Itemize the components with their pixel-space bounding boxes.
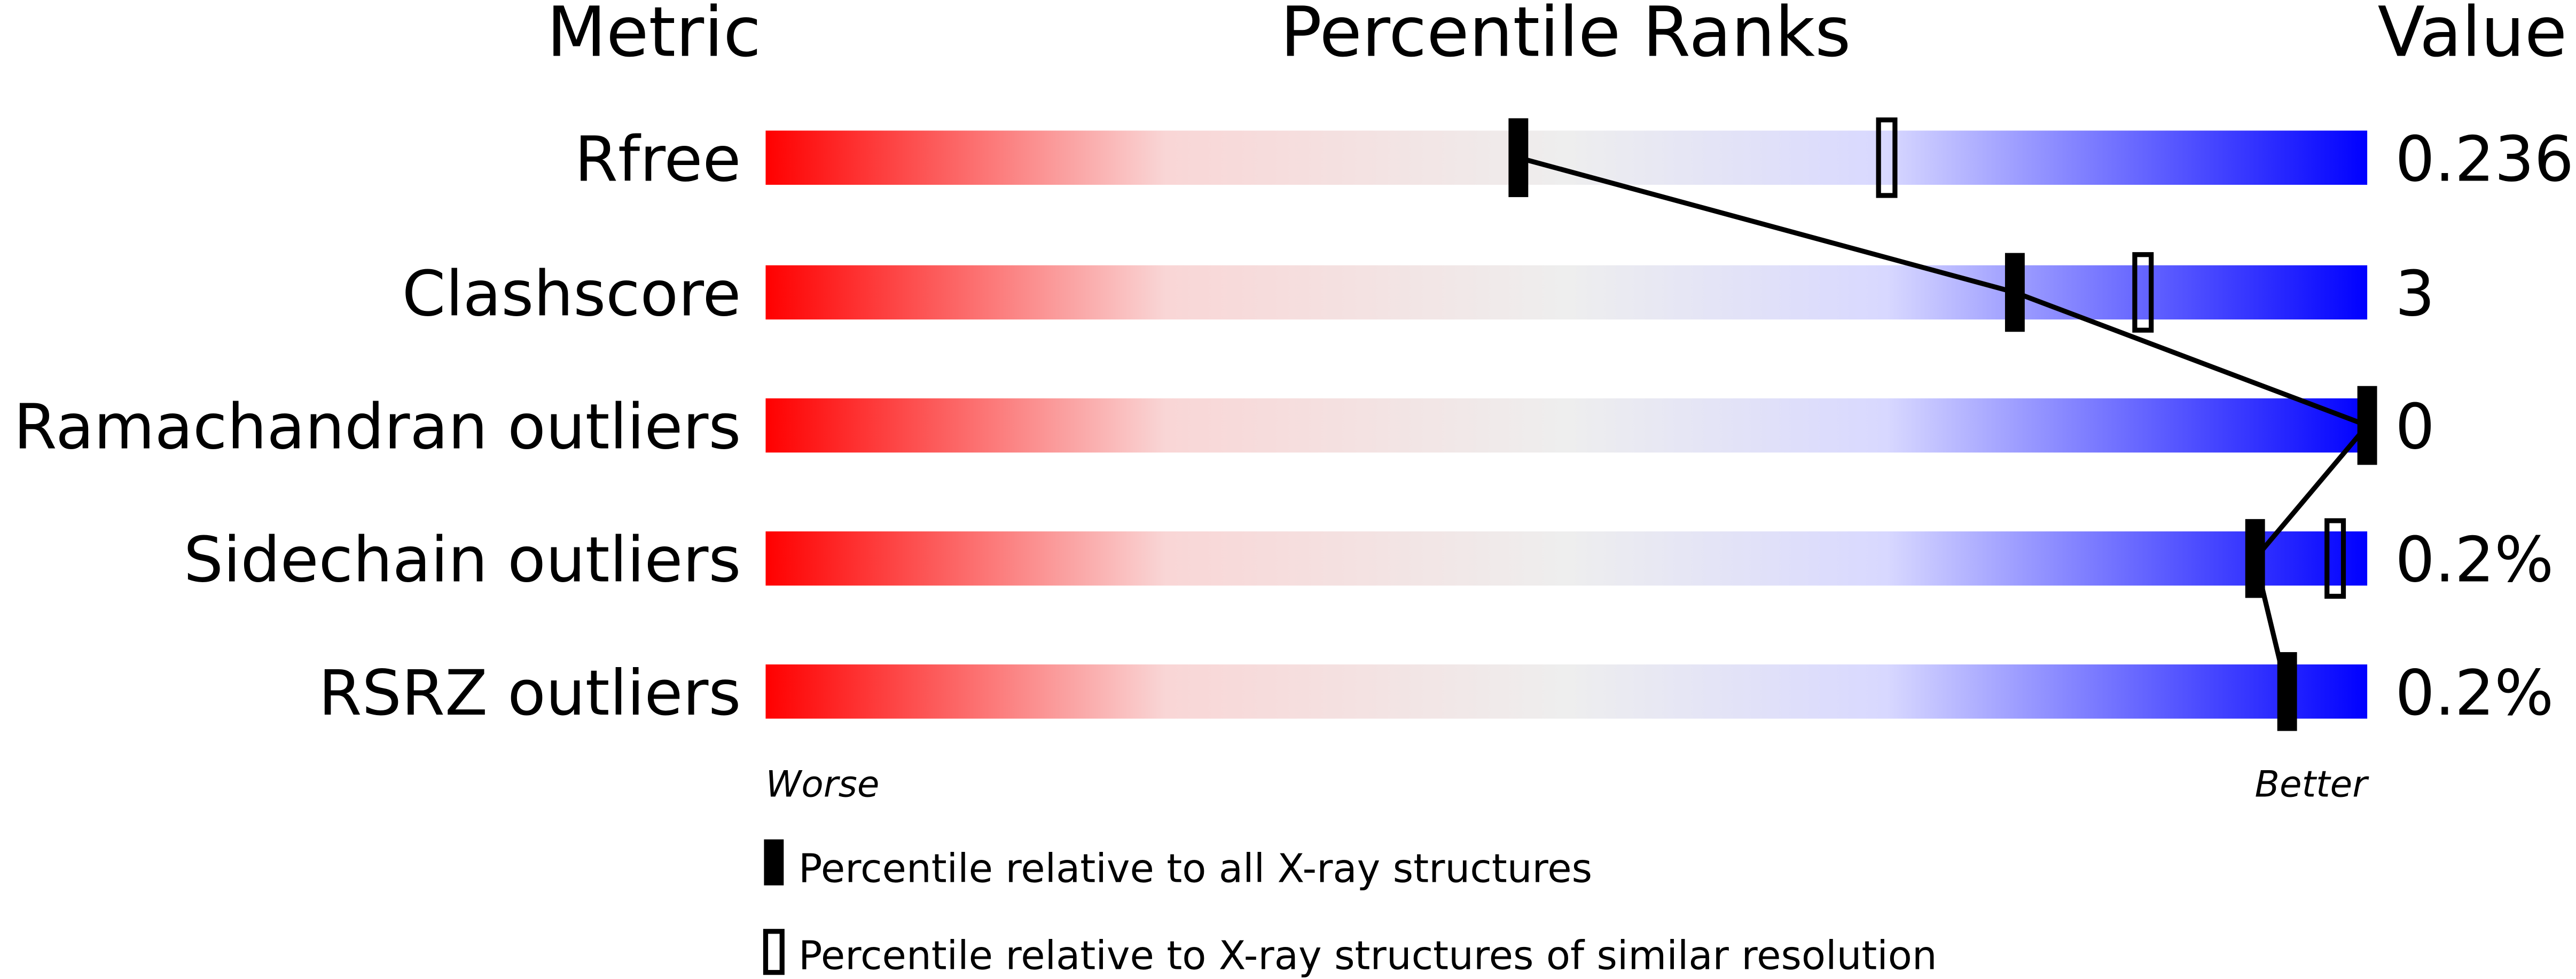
metric-value: 0 [2395, 391, 2434, 464]
metric-label: Rfree [575, 123, 741, 195]
metric-value: 0.2% [2395, 524, 2554, 597]
header-metric: Metric [547, 0, 762, 73]
percentile-bar [765, 531, 2368, 586]
marker-similar-resolution [2132, 252, 2154, 333]
metric-label: Clashscore [402, 257, 741, 330]
marker-all-structures [2245, 519, 2265, 598]
marker-all-structures [2005, 253, 2025, 332]
header-value: Value [2378, 0, 2567, 73]
marker-all-structures [2277, 652, 2297, 731]
legend-hollow-marker-icon [763, 929, 785, 975]
metric-value: 0.2% [2395, 657, 2554, 730]
legend-filled-marker-icon [764, 839, 784, 886]
axis-label-worse: Worse [765, 763, 879, 805]
header-percentile-ranks: Percentile Ranks [1280, 0, 1851, 73]
axis-label-better: Better [2255, 763, 2370, 805]
marker-all-structures [2357, 386, 2377, 465]
legend-label-all: Percentile relative to all X-ray structu… [798, 846, 1592, 892]
marker-similar-resolution [1876, 117, 1898, 198]
metric-label: Sidechain outliers [184, 524, 741, 597]
marker-all-structures [1508, 118, 1529, 198]
percentile-bar [765, 398, 2368, 453]
marker-similar-resolution [2324, 518, 2346, 599]
metric-value: 3 [2395, 257, 2434, 330]
metric-value: 0.236 [2395, 123, 2574, 195]
legend-label-similar: Percentile relative to X-ray structures … [798, 933, 1937, 979]
percentile-bar [765, 265, 2368, 320]
percentile-bar [765, 130, 2368, 185]
percentile-bar [765, 664, 2368, 719]
metric-label: RSRZ outliers [318, 657, 741, 730]
metric-label: Ramachandran outliers [13, 391, 741, 464]
